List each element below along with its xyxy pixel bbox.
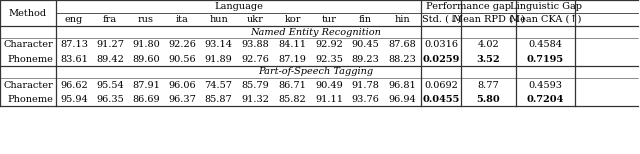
- Text: 92.92: 92.92: [315, 41, 343, 49]
- Text: 93.88: 93.88: [242, 41, 269, 49]
- Text: 0.0455: 0.0455: [422, 95, 460, 103]
- Text: 85.82: 85.82: [278, 95, 307, 103]
- Text: 91.32: 91.32: [241, 95, 269, 103]
- Text: Character: Character: [3, 81, 53, 89]
- Text: 8.77: 8.77: [477, 81, 499, 89]
- Text: 0.4593: 0.4593: [529, 81, 563, 89]
- Text: kor: kor: [284, 15, 301, 24]
- Text: 87.13: 87.13: [60, 41, 88, 49]
- Text: Std. (↓): Std. (↓): [422, 15, 461, 24]
- Text: 89.60: 89.60: [132, 55, 160, 63]
- Text: 90.56: 90.56: [168, 55, 196, 63]
- Text: 90.49: 90.49: [315, 81, 343, 89]
- Text: Named Entity Recognition: Named Entity Recognition: [250, 28, 381, 36]
- Text: hin: hin: [395, 15, 410, 24]
- Text: 0.0692: 0.0692: [424, 81, 458, 89]
- Text: 3.52: 3.52: [477, 55, 500, 63]
- Text: 95.94: 95.94: [60, 95, 88, 103]
- Text: 84.11: 84.11: [278, 41, 307, 49]
- Text: 89.23: 89.23: [351, 55, 380, 63]
- Text: 91.11: 91.11: [315, 95, 343, 103]
- Text: tur: tur: [321, 15, 337, 24]
- Text: 96.62: 96.62: [60, 81, 88, 89]
- Text: 74.57: 74.57: [205, 81, 232, 89]
- Text: 0.4584: 0.4584: [529, 41, 563, 49]
- Text: 5.80: 5.80: [477, 95, 500, 103]
- Text: fra: fra: [103, 15, 117, 24]
- Text: 89.42: 89.42: [96, 55, 124, 63]
- Text: Mean CKA (↑): Mean CKA (↑): [510, 15, 581, 24]
- Text: 85.79: 85.79: [242, 81, 269, 89]
- Text: 93.14: 93.14: [205, 41, 232, 49]
- Text: 87.68: 87.68: [388, 41, 417, 49]
- Text: 92.26: 92.26: [168, 41, 196, 49]
- Text: 0.0259: 0.0259: [422, 55, 460, 63]
- Text: 96.37: 96.37: [168, 95, 196, 103]
- Text: 91.89: 91.89: [205, 55, 232, 63]
- Text: 86.71: 86.71: [278, 81, 307, 89]
- Text: 86.69: 86.69: [132, 95, 160, 103]
- Text: eng: eng: [65, 15, 83, 24]
- Text: 91.80: 91.80: [132, 41, 160, 49]
- Text: 0.0316: 0.0316: [424, 41, 458, 49]
- Text: Character: Character: [3, 41, 53, 49]
- Text: 96.06: 96.06: [168, 81, 196, 89]
- Text: 0.7204: 0.7204: [527, 95, 564, 103]
- Text: 96.81: 96.81: [388, 81, 417, 89]
- Text: fin: fin: [359, 15, 372, 24]
- Text: Part-of-Speech Tagging: Part-of-Speech Tagging: [258, 67, 373, 77]
- Text: Phoneme: Phoneme: [7, 55, 53, 63]
- Text: ukr: ukr: [247, 15, 264, 24]
- Text: 91.78: 91.78: [351, 81, 380, 89]
- Text: 4.02: 4.02: [477, 41, 499, 49]
- Text: Language: Language: [214, 2, 263, 11]
- Text: rus: rus: [138, 15, 154, 24]
- Text: Method: Method: [9, 8, 47, 18]
- Text: 96.35: 96.35: [96, 95, 124, 103]
- Text: 0.7195: 0.7195: [527, 55, 564, 63]
- Text: 92.76: 92.76: [241, 55, 269, 63]
- Text: 87.19: 87.19: [278, 55, 307, 63]
- Text: 95.54: 95.54: [96, 81, 124, 89]
- Text: hun: hun: [209, 15, 228, 24]
- Text: Mean RPD (↓): Mean RPD (↓): [452, 15, 524, 24]
- Text: 92.35: 92.35: [315, 55, 343, 63]
- Text: 83.61: 83.61: [60, 55, 88, 63]
- Text: 90.45: 90.45: [351, 41, 380, 49]
- Text: 93.76: 93.76: [351, 95, 380, 103]
- Text: ita: ita: [175, 15, 188, 24]
- Text: 85.87: 85.87: [205, 95, 232, 103]
- Text: 96.94: 96.94: [388, 95, 417, 103]
- Text: Performance gap: Performance gap: [426, 2, 511, 11]
- Text: 88.23: 88.23: [388, 55, 417, 63]
- Text: 87.91: 87.91: [132, 81, 160, 89]
- Text: 91.27: 91.27: [96, 41, 124, 49]
- Text: Phoneme: Phoneme: [7, 95, 53, 103]
- Text: Linguistic Gap: Linguistic Gap: [509, 2, 582, 11]
